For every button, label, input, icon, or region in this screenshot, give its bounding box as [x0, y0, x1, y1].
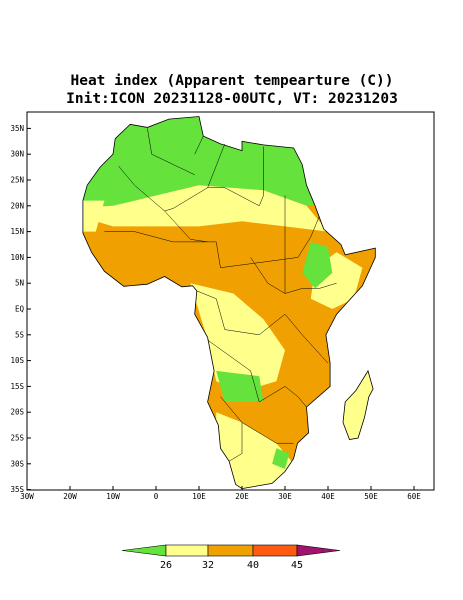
border-line — [164, 210, 208, 243]
border-line — [207, 339, 307, 408]
border-line — [147, 128, 195, 176]
borders — [104, 128, 337, 462]
heat-region — [302, 241, 333, 289]
lat-tick-label: 5S — [15, 330, 25, 339]
lat-tick-label: 35N — [10, 124, 24, 133]
madagascar — [342, 369, 374, 440]
coastline — [82, 116, 376, 490]
colorbar-high — [296, 544, 341, 557]
lat-tick-label: 5N — [15, 279, 24, 288]
border-line — [207, 143, 226, 188]
colorbar-box — [207, 544, 254, 557]
subtitle: Init:ICON 20231128-00UTC, VT: 20231203 — [66, 91, 398, 107]
axes: 35N 30N 25N 20N 15N 10N 5N EQ 5S 10S 15S 20S 25S 30S 3… — [10, 124, 421, 501]
lon-tick-label: 60E — [407, 492, 421, 501]
lon-tick-label: 0 — [154, 492, 159, 501]
lat-tick-label: 15N — [10, 227, 24, 236]
border-line — [284, 195, 337, 294]
lat-tick-label: 30S — [10, 459, 24, 468]
lon-tick-label: 20E — [235, 492, 249, 501]
map-frame — [26, 111, 435, 491]
lat-tick-label: 15S — [10, 382, 24, 391]
heat-region — [82, 185, 328, 232]
border-line — [196, 290, 329, 364]
border-line — [250, 257, 286, 294]
lon-tick-label: 20W — [63, 492, 77, 501]
lat-tick-label: 30N — [10, 150, 24, 159]
lat-tick-label: 35S — [10, 485, 24, 494]
border-line — [104, 216, 320, 268]
lon-tick-label: 40E — [321, 492, 335, 501]
heat-region — [190, 283, 285, 392]
heat-region — [82, 200, 105, 232]
lat-tick-label: 10N — [10, 253, 24, 262]
lon-tick-label: 30E — [278, 492, 292, 501]
lat-tick-label: 25N — [10, 176, 24, 185]
lat-tick-label: 20S — [10, 408, 24, 417]
lon-tick-label: 50E — [364, 492, 378, 501]
title: Heat index (Apparent tempearture (C)) — [70, 73, 393, 89]
colorbar-label: 45 — [291, 560, 303, 571]
lat-tick-label: EQ — [15, 305, 25, 314]
lon-tick-label: 10W — [106, 492, 120, 501]
lat-tick-label: 25S — [10, 434, 24, 443]
lon-tick-label: 10E — [192, 492, 206, 501]
border-line — [194, 135, 204, 155]
lat-tick-label: 10S — [10, 356, 24, 365]
lon-tick-label: 30W — [20, 492, 34, 501]
colorbar-label: 40 — [247, 560, 259, 571]
colorbar: 26 32 40 45 — [121, 544, 341, 571]
lat-tick-label: 20N — [10, 201, 24, 210]
colorbar-low — [121, 544, 167, 557]
heat-region — [216, 412, 294, 489]
colorbar-box — [165, 544, 209, 557]
heat-region — [272, 448, 290, 469]
colorbar-box — [252, 544, 298, 557]
border-line — [220, 396, 243, 462]
heat-region — [216, 370, 264, 402]
colorbar-label: 26 — [160, 560, 172, 571]
border-line — [241, 422, 294, 444]
colorbar-label: 32 — [202, 560, 214, 571]
